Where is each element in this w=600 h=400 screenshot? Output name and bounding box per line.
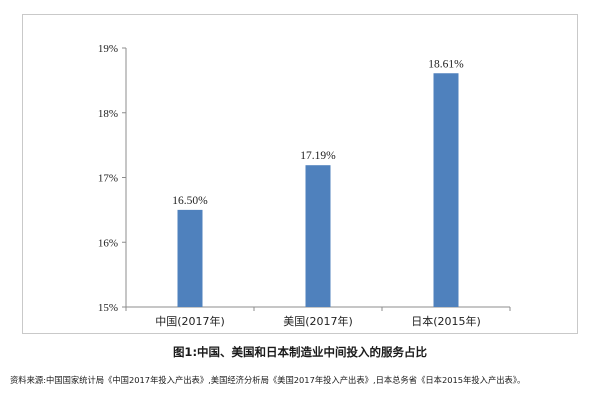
source-note: 资料来源:中国国家统计局《中国2017年投入产出表》,美国经济分析局《美国201… [10, 375, 526, 385]
x-category-label: 美国(2017年) [283, 314, 353, 328]
y-tick-label: 18% [98, 108, 118, 120]
bar [177, 209, 203, 307]
bar [433, 73, 459, 307]
figure-caption: 图1:中国、美国和日本制造业中间投入的服务占比 [172, 345, 428, 359]
data-label: 18.61% [428, 58, 464, 70]
y-tick-label: 15% [98, 302, 118, 314]
bar-chart: 15% 16% 17% 18% 19% 16.50% 中国(2017年) 17.19% 美国(2… [98, 43, 511, 328]
y-tick-label: 19% [98, 43, 118, 55]
data-label: 16.50% [172, 195, 208, 207]
y-tick-label: 17% [98, 173, 118, 185]
y-tick-label: 16% [98, 237, 118, 249]
bar [305, 165, 331, 307]
x-category-label: 中国(2017年) [155, 314, 225, 328]
chart-frame: 15% 16% 17% 18% 19% 16.50% 中国(2017年) 17.19% 美国(2… [22, 14, 578, 334]
data-label: 17.19% [300, 150, 336, 162]
x-category-label: 日本(2015年) [411, 314, 481, 328]
